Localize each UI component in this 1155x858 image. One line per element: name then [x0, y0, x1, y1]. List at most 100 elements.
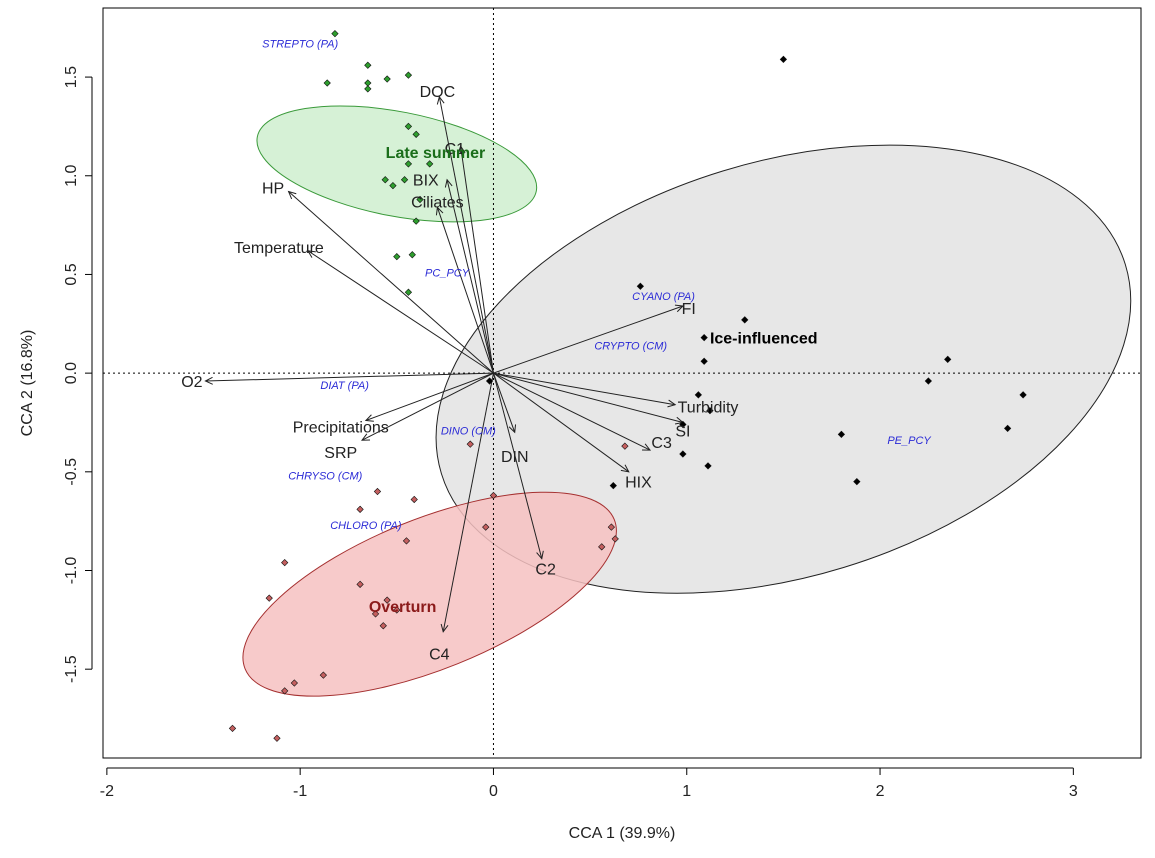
- point-overturn-6: [265, 594, 273, 602]
- group-labels: Late summer Ice-influenced Overturn: [369, 145, 818, 616]
- point-ice-influenced-18: [485, 377, 494, 385]
- point-late-summer-9: [412, 130, 420, 138]
- sample-points: [228, 30, 1027, 742]
- point-ice-influenced-13: [679, 450, 687, 458]
- point-late-summer-4: [383, 75, 391, 83]
- vector-c2: [492, 373, 543, 559]
- ellipse-late-summer: [256, 105, 538, 223]
- point-overturn-14: [281, 687, 289, 695]
- vector-turbidity: [493, 372, 676, 406]
- arrowhead-c1: [457, 145, 466, 154]
- taxon-label-dino-cm: DINO (CM): [441, 425, 496, 437]
- vector-label-c2: C2: [535, 562, 556, 579]
- point-ice-influenced-1: [779, 55, 788, 63]
- group-label-overturn: Overturn: [369, 599, 437, 616]
- point-late-summer-13: [389, 182, 397, 190]
- x-axis-title: CCA 1 (39.9%): [569, 825, 676, 842]
- point-ice-influenced-10: [694, 391, 702, 399]
- vector-label-doc: DOC: [420, 84, 456, 101]
- y-tick-label: 1.0: [63, 165, 80, 187]
- point-late-summer-16: [412, 217, 420, 225]
- point-late-summer-3: [364, 61, 372, 69]
- y-tick-label: 0.5: [63, 263, 80, 285]
- point-ice-influenced-15: [837, 430, 846, 438]
- vector-o2: [205, 372, 494, 382]
- point-late-summer-5: [364, 79, 372, 87]
- plot-frame: [102, 7, 1142, 759]
- point-late-summer-11: [404, 160, 413, 168]
- vector-label-hix: HIX: [625, 475, 652, 492]
- vector-precipitations: [365, 372, 494, 421]
- point-ice-influenced-9: [1004, 424, 1012, 433]
- taxa-labels: STREPTO (PA) PC_PCY CYANO (PA) CRYPTO (CM) D…: [262, 38, 931, 532]
- point-overturn-10: [371, 610, 380, 618]
- vector-bix: [446, 179, 494, 374]
- group-label-ice-influenced: Ice-influenced: [710, 331, 818, 348]
- point-overturn-4: [402, 537, 411, 545]
- point-ice-influenced-3: [741, 316, 749, 324]
- point-overturn-16: [273, 734, 281, 742]
- point-late-summer-17: [393, 253, 401, 261]
- arrowhead-fi: [674, 304, 684, 313]
- point-ice-influenced-2: [636, 282, 644, 290]
- taxon-label-cyano-pa: CYANO (PA): [632, 291, 695, 303]
- point-overturn-20: [611, 535, 619, 543]
- vector-label-precipitations: Precipitations: [293, 419, 389, 436]
- arrowhead-temperature: [306, 250, 316, 258]
- point-ice-influenced-11: [706, 407, 714, 415]
- point-overturn-12: [319, 671, 327, 679]
- vector-label-ciliates: Ciliates: [411, 194, 463, 211]
- point-late-summer-15: [400, 176, 409, 184]
- point-ice-influenced-17: [609, 482, 617, 490]
- point-ice-influenced-16: [853, 478, 861, 486]
- point-late-summer-6: [364, 85, 372, 93]
- vector-c4: [442, 373, 494, 632]
- point-overturn-21: [482, 523, 490, 531]
- ellipse-overturn: [242, 491, 617, 697]
- point-late-summer-1: [331, 30, 339, 38]
- point-late-summer-2: [323, 79, 331, 87]
- point-late-summer-18: [408, 251, 416, 259]
- vector-doc: [438, 96, 494, 374]
- ellipse-ice-influenced: [435, 144, 1132, 594]
- point-late-summer-19: [404, 288, 413, 296]
- arrowhead-c4: [440, 623, 449, 633]
- x-tick-label: -1: [293, 783, 307, 800]
- vector-fi: [493, 305, 684, 374]
- y-tick-label: -1.0: [63, 557, 80, 585]
- vector-srp: [361, 372, 494, 441]
- point-late-summer-14: [416, 195, 424, 204]
- vector-label-srp: SRP: [324, 445, 357, 462]
- point-late-summer-7: [404, 71, 413, 79]
- taxon-label-diat-pa: DIAT (PA): [320, 380, 369, 392]
- arrowhead-ciliates: [435, 206, 444, 216]
- arrowhead-c3: [642, 443, 652, 451]
- point-ice-influenced-8: [1019, 391, 1027, 399]
- arrowhead-srp: [360, 433, 371, 441]
- reference-lines: [103, 8, 1141, 758]
- point-ice-influenced-12: [679, 420, 687, 429]
- arrowhead-hix: [620, 464, 630, 473]
- y-tick-label: -0.5: [63, 458, 80, 486]
- taxon-label-chloro-pa: CHLORO (PA): [330, 520, 402, 532]
- vector-hix: [493, 372, 630, 473]
- arrowhead-turbidity: [667, 399, 677, 408]
- vector-label-din: DIN: [501, 449, 529, 466]
- arrowhead-bix: [444, 178, 453, 188]
- point-overturn-19: [607, 523, 615, 531]
- point-ice-influenced-5: [700, 357, 708, 365]
- arrowhead-doc: [436, 95, 445, 105]
- vector-label-bix: BIX: [413, 173, 439, 190]
- point-late-summer-8: [404, 122, 413, 131]
- taxon-label-crypto-cm: CRYPTO (CM): [594, 340, 667, 352]
- point-overturn-22: [489, 491, 498, 500]
- vector-si: [493, 372, 684, 423]
- vector-label-fi: FI: [682, 301, 696, 318]
- environmental-vectors: [204, 95, 685, 633]
- vector-c1: [460, 146, 494, 374]
- point-overturn-7: [356, 580, 364, 588]
- point-ice-influenced-7: [924, 377, 932, 385]
- vector-label-c3: C3: [651, 435, 672, 452]
- point-overturn-8: [383, 596, 391, 604]
